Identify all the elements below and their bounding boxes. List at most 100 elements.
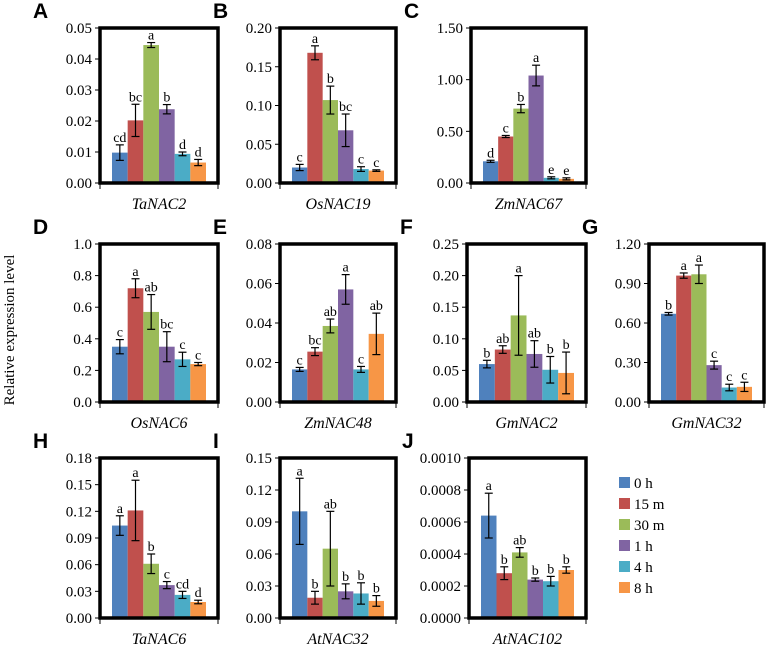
legend-label: 0 h — [634, 476, 653, 492]
bar-15m — [494, 349, 511, 402]
significance-label: b — [532, 564, 539, 579]
significance-label: b — [563, 553, 570, 568]
panel-letter: J — [402, 430, 414, 453]
bar-8h — [368, 600, 384, 618]
y-tick-label: 1.50 — [437, 21, 463, 37]
significance-label: a — [297, 464, 304, 479]
y-tick-label: 0.0 — [73, 395, 92, 411]
significance-label: ab — [324, 497, 337, 512]
y-tick-label: 0.02 — [246, 356, 272, 372]
bar-1h — [526, 353, 543, 402]
bar-8h — [190, 364, 206, 402]
bar-0h — [292, 167, 308, 183]
y-tick-label: 0.08 — [246, 237, 272, 253]
bar-30m — [512, 552, 528, 618]
bar-1h — [338, 591, 354, 618]
y-tick-label: 0.00 — [246, 611, 272, 627]
gene-label: AtNAC102 — [492, 631, 562, 648]
y-tick-label: 0.15 — [246, 451, 272, 467]
significance-label: b — [547, 342, 554, 357]
y-tick-label: 0.30 — [615, 356, 641, 372]
y-tick-label: 0.05 — [246, 137, 272, 153]
bar-8h — [368, 333, 384, 402]
significance-label: b — [483, 346, 490, 361]
significance-label: c — [117, 326, 123, 341]
y-tick-label: 0.25 — [433, 237, 459, 253]
gene-label: OsNAC6 — [131, 415, 188, 432]
significance-label: c — [164, 568, 170, 583]
y-tick-label: 0.50 — [437, 124, 463, 140]
significance-label: b — [358, 569, 365, 584]
bar-0h — [112, 525, 128, 618]
y-tick-label: 0.12 — [66, 504, 92, 520]
gene-label: ZmNAC48 — [304, 415, 372, 432]
bar-1h — [528, 75, 544, 183]
significance-label: e — [563, 164, 569, 179]
significance-label: b — [148, 540, 155, 555]
significance-label: d — [195, 586, 202, 601]
significance-label: c — [503, 121, 509, 136]
panel-letter: I — [213, 430, 219, 453]
significance-label: bc — [339, 100, 352, 115]
y-tick-label: 0.2 — [73, 363, 92, 379]
significance-label: a — [132, 265, 139, 280]
significance-label: e — [548, 163, 554, 178]
panel-a: A 0.00 0.01 0.02 0.03 0.04 0.05 cd bc a b d d TaNAC2 — [33, 0, 220, 213]
y-tick-label: 0.02 — [66, 114, 92, 130]
significance-label: a — [148, 29, 155, 44]
y-tick-label: 0.06 — [246, 547, 273, 563]
y-tick-label: 0.00 — [66, 176, 92, 192]
panel-letter: D — [33, 216, 48, 239]
significance-label: bc — [308, 334, 321, 349]
bar-0h — [112, 346, 128, 402]
bar-0h — [292, 511, 308, 618]
plot-frame — [467, 456, 588, 620]
y-tick-label: 0.00 — [246, 176, 272, 192]
significance-label: b — [501, 553, 508, 568]
bar-4h — [174, 594, 191, 618]
bar-30m — [143, 311, 159, 402]
y-tick-label: 0.00 — [66, 611, 92, 627]
gene-label: ZmNAC67 — [495, 196, 564, 213]
bar-30m — [322, 100, 338, 183]
bar-4h — [542, 369, 559, 402]
legend-swatch — [619, 498, 630, 509]
legend-label: 1 h — [634, 539, 653, 555]
gene-label: GmNAC2 — [495, 415, 557, 432]
significance-label: a — [681, 259, 688, 274]
y-tick-label: 1.20 — [615, 237, 641, 253]
bar-4h — [353, 369, 369, 402]
y-tick-label: 0.09 — [66, 531, 92, 547]
bar-15m — [127, 288, 144, 402]
y-tick-label: 0.00 — [246, 395, 272, 411]
significance-label: b — [163, 91, 170, 106]
legend-swatch — [619, 582, 630, 593]
plot-frame — [647, 242, 766, 404]
significance-label: b — [563, 338, 570, 353]
gene-label: AtNAC32 — [306, 631, 368, 648]
y-tick-label: 0.0006 — [420, 515, 462, 531]
y-tick-label: 0.90 — [615, 277, 641, 293]
legend: 0 h 15 m 30 m 1 h 4 h 8 h — [619, 476, 665, 597]
significance-label: bc — [160, 318, 173, 333]
y-tick-label: 1.0 — [73, 237, 92, 253]
gene-label: OsNAC19 — [306, 196, 371, 213]
significance-label: c — [195, 349, 201, 364]
bar-4h — [353, 593, 369, 618]
significance-label: b — [373, 582, 380, 597]
significance-label: c — [711, 347, 717, 362]
y-tick-label: 0.00 — [437, 176, 463, 192]
bar-15m — [307, 52, 323, 183]
plot-frame — [98, 26, 220, 185]
y-tick-label: 0.15 — [66, 478, 92, 494]
bar-1h — [159, 109, 175, 183]
plot-frame — [278, 242, 398, 404]
significance-label: ab — [324, 305, 337, 320]
plot-frame — [469, 26, 588, 185]
significance-label: a — [117, 502, 124, 517]
bar-30m — [143, 45, 159, 183]
